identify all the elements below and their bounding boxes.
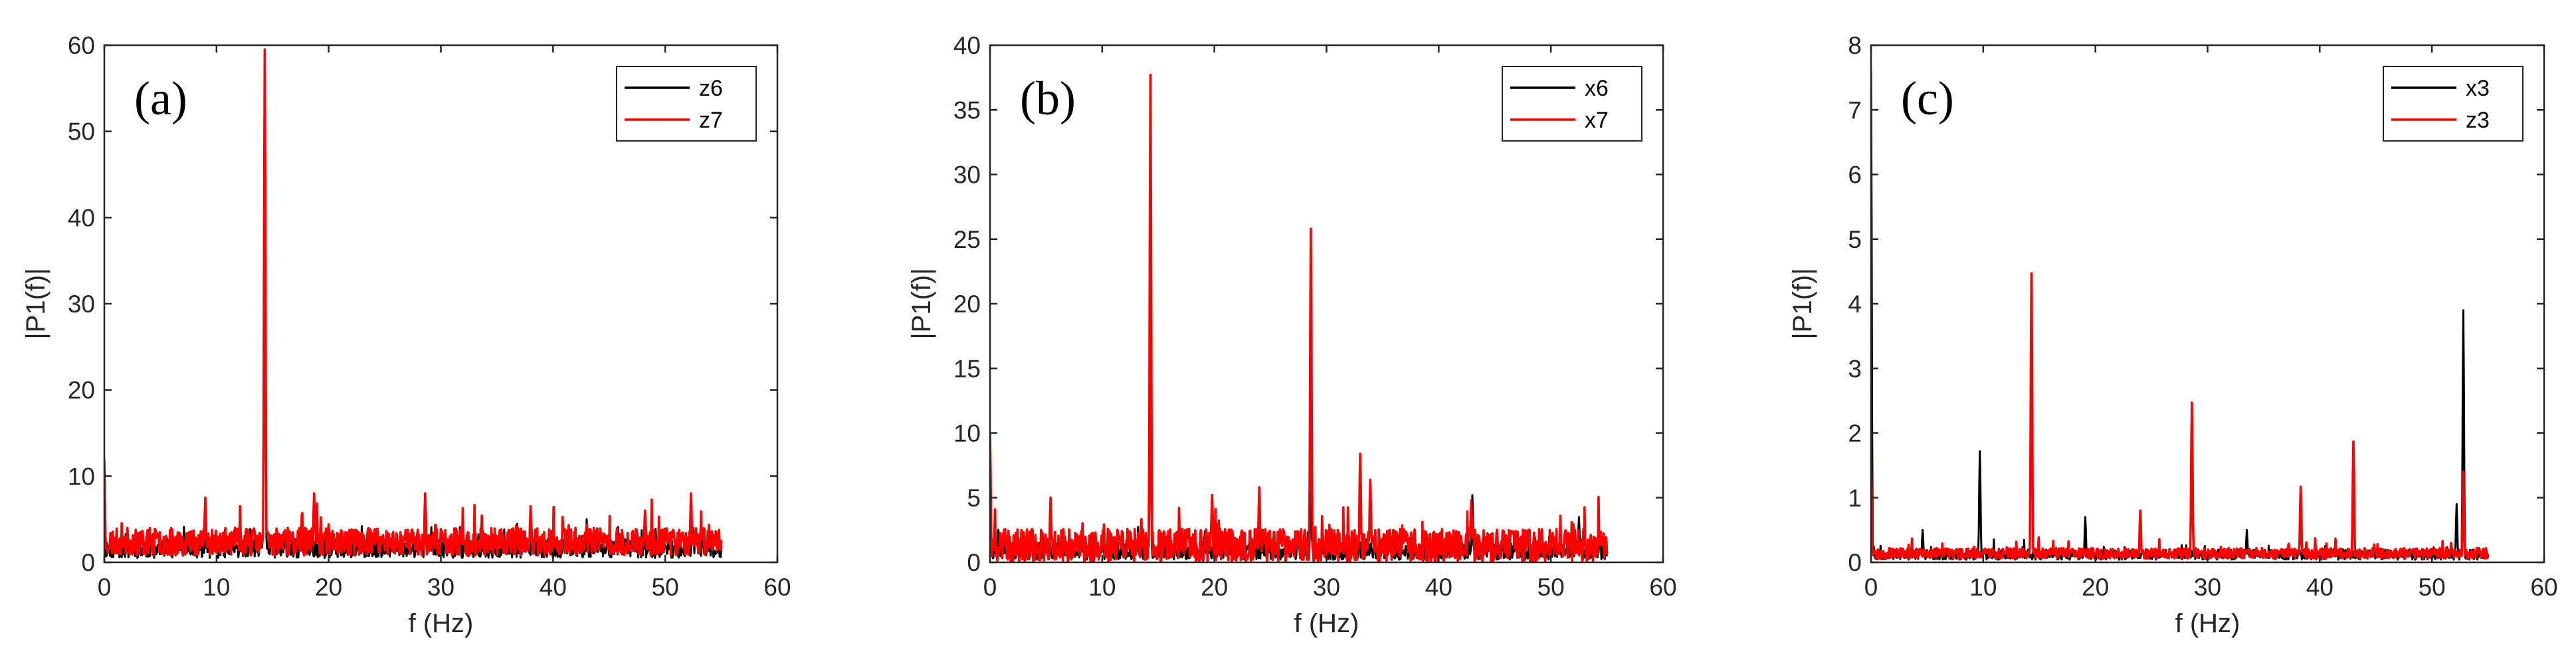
legend-label-x7: x7 (1585, 108, 1609, 133)
x-axis-label: f (Hz) (409, 609, 474, 638)
x-tick-label: 40 (1425, 574, 1452, 601)
x-tick-label: 60 (763, 574, 791, 601)
series-line-x3 (1871, 70, 2490, 561)
y-axis-label: |P1(f)| (1788, 268, 1817, 339)
legend-label-z3: z3 (2466, 108, 2490, 133)
y-axis-label: |P1(f)| (907, 268, 936, 339)
y-tick-label: 15 (953, 355, 981, 382)
y-tick-label: 40 (953, 32, 981, 59)
y-tick-label: 4 (1848, 290, 1862, 318)
y-tick-label: 20 (68, 377, 95, 404)
y-tick-label: 2 (1848, 420, 1862, 447)
x-tick-label: 10 (203, 574, 230, 601)
x-tick-label: 0 (983, 574, 997, 601)
y-tick-label: 8 (1848, 32, 1862, 59)
y-tick-label: 30 (953, 162, 981, 189)
x-tick-label: 30 (2194, 574, 2221, 601)
y-tick-label: 60 (68, 32, 95, 59)
x-tick-label: 10 (1969, 574, 1997, 601)
y-tick-label: 5 (967, 485, 981, 512)
series-line-x7 (990, 73, 1609, 562)
legend-label-x6: x6 (1585, 76, 1609, 101)
x-tick-label: 50 (2419, 574, 2446, 601)
x-tick-label: 20 (315, 574, 342, 601)
legend-label-x3: x3 (2466, 76, 2490, 101)
x-tick-label: 60 (1649, 574, 1676, 601)
y-tick-label: 25 (953, 226, 981, 253)
legend-box (616, 66, 757, 142)
y-tick-label: 0 (1848, 549, 1862, 576)
legend-label-z6: z6 (699, 76, 723, 101)
series-line-z3 (1871, 272, 2490, 560)
x-tick-label: 60 (2530, 574, 2557, 601)
y-tick-label: 7 (1848, 96, 1862, 124)
legend-box (1502, 66, 1642, 142)
x-tick-label: 40 (540, 574, 567, 601)
x-tick-label: 20 (2082, 574, 2109, 601)
y-tick-label: 5 (1848, 226, 1862, 253)
chart-panel-a: 0 10 20 30 40 50 60 0 10 20 30 40 50 60 f (Hz) |P1(f)| (… (21, 32, 791, 638)
y-tick-label: 40 (68, 204, 95, 231)
y-tick-label: 50 (68, 118, 95, 146)
x-tick-label: 20 (1201, 574, 1228, 601)
y-axis-label: |P1(f)| (21, 268, 50, 339)
y-tick-label: 10 (953, 420, 981, 447)
panel-label: (a) (134, 72, 187, 125)
series-line-z7 (104, 48, 723, 557)
y-tick-label: 0 (967, 549, 981, 576)
x-tick-label: 50 (652, 574, 679, 601)
y-tick-label: 0 (81, 549, 95, 576)
x-tick-label: 40 (2306, 574, 2333, 601)
chart-panel-b: 0 10 20 30 40 50 60 0 5 10 15 20 25 30 35 40 f (Hz) |P1(f… (907, 32, 1677, 638)
x-tick-label: 10 (1088, 574, 1116, 601)
x-axis-label: f (Hz) (2175, 609, 2240, 638)
y-tick-label: 3 (1848, 355, 1862, 382)
y-tick-label: 30 (68, 290, 95, 318)
x-axis-label: f (Hz) (1294, 609, 1359, 638)
x-tick-label: 50 (1537, 574, 1565, 601)
chart-panel-c: 0 10 20 30 40 50 60 0 1 2 3 4 5 6 7 8 f (Hz) |P1(f)| (c) x3… (1788, 32, 2558, 638)
x-tick-label: 30 (427, 574, 454, 601)
legend-box (2383, 66, 2524, 142)
y-tick-label: 6 (1848, 162, 1862, 189)
y-tick-label: 10 (68, 463, 95, 490)
legend-label-z7: z7 (699, 108, 723, 133)
x-tick-label: 0 (1864, 574, 1878, 601)
x-tick-label: 30 (1313, 574, 1340, 601)
y-tick-label: 1 (1848, 485, 1862, 512)
panel-label: (b) (1020, 72, 1076, 125)
panel-label: (c) (1901, 72, 1954, 125)
y-tick-label: 35 (953, 96, 981, 124)
x-tick-label: 0 (98, 574, 112, 601)
y-tick-label: 20 (953, 290, 981, 318)
